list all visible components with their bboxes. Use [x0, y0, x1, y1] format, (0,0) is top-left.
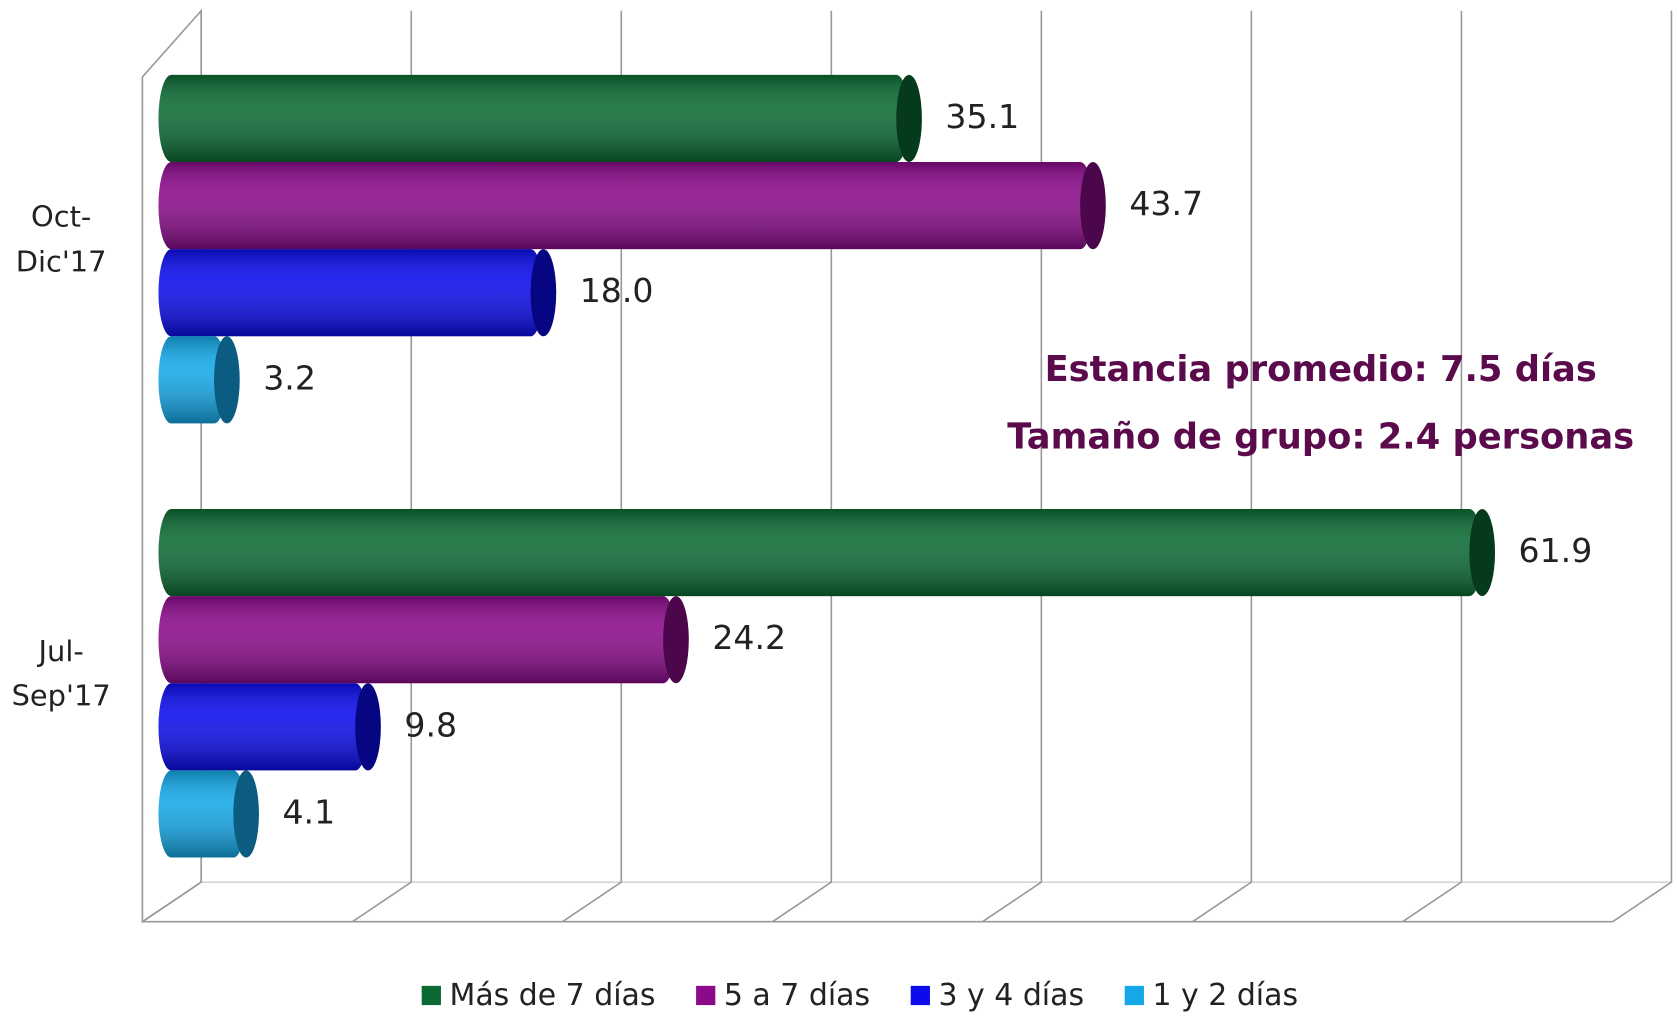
data-label: 4.1	[282, 792, 335, 831]
bar	[158, 508, 1496, 597]
grid-line	[1192, 10, 1253, 923]
legend-swatch	[696, 985, 716, 1006]
bar	[158, 74, 922, 162]
grid-line	[1402, 10, 1463, 923]
bar	[158, 683, 381, 771]
annotation: Tamaño de grupo: 2.4 personas	[1007, 416, 1634, 457]
legend-swatch	[910, 985, 930, 1006]
legend-label: Más de 7 días	[450, 978, 656, 1013]
data-label: 3.2	[263, 358, 316, 397]
bar	[158, 770, 259, 858]
legend-swatch	[421, 985, 441, 1006]
grid-line	[772, 10, 833, 923]
y-tick-label: Oct-Dic'17	[15, 201, 107, 280]
bar	[158, 249, 557, 337]
data-label: 9.8	[404, 705, 457, 744]
data-label: 61.9	[1519, 531, 1593, 570]
data-label: 43.7	[1129, 184, 1203, 223]
bar	[158, 596, 689, 684]
bar	[158, 336, 240, 424]
data-label: 24.2	[712, 618, 786, 657]
grid-line	[982, 10, 1043, 923]
legend-swatch	[1124, 985, 1144, 1006]
legend-label: 5 a 7 días	[724, 978, 870, 1013]
annotation: Estancia promedio: 7.5 días	[1045, 349, 1597, 390]
bar	[158, 161, 1106, 250]
grid-line	[562, 10, 623, 923]
legend-label: 3 y 4 días	[939, 978, 1085, 1013]
data-label: 35.1	[945, 97, 1019, 136]
y-tick-label: Jul-Sep'17	[11, 635, 111, 714]
legend-label: 1 y 2 días	[1153, 978, 1299, 1013]
legend: Más de 7 días 5 a 7 días 3 y 4 días 1 y 2 d…	[421, 978, 1299, 1013]
data-label: 18.0	[580, 271, 654, 310]
grid-line	[1612, 10, 1673, 923]
